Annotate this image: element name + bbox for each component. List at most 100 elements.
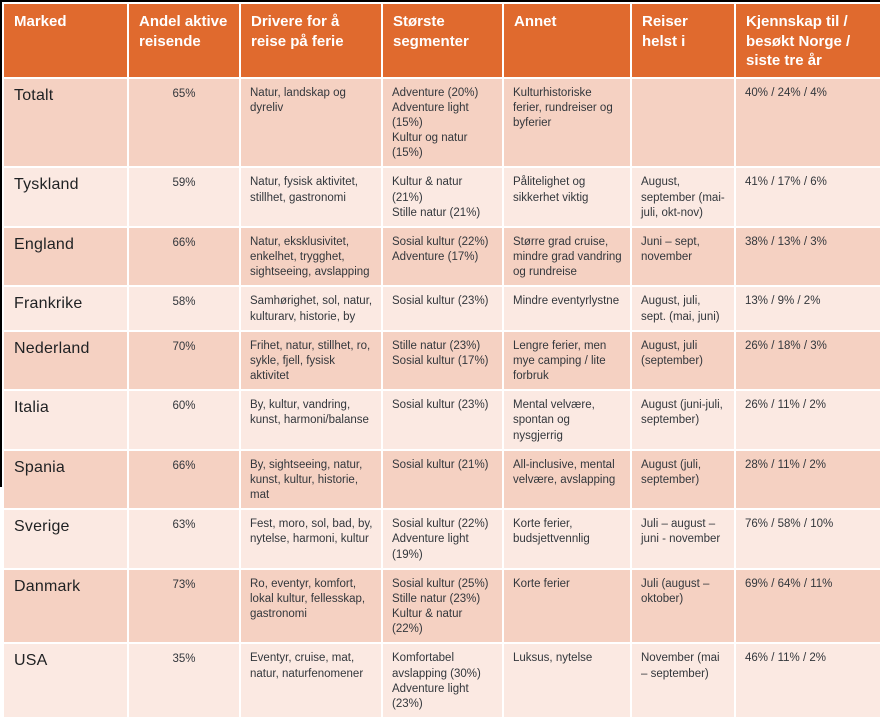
segments-cell: Sosial kultur (23%)	[383, 287, 502, 330]
segments-cell: Sosial kultur (21%)	[383, 450, 502, 509]
awareness-cell: 26% / 18% / 3%	[736, 331, 880, 390]
segments-cell: Kultur & natur (21%) Stille natur (21%)	[383, 168, 502, 226]
table-row: Totalt 65% Natur, landskap og dyreliv Adven…	[4, 78, 880, 167]
market-name-cell: Italia	[4, 391, 127, 449]
active-travellers-cell: 70%	[129, 331, 239, 390]
awareness-cell: 13% / 9% / 2%	[736, 287, 880, 330]
segments-cell: Komfortabel avslapping (30%) Adventure li…	[383, 644, 502, 718]
active-travellers-cell: 60%	[129, 391, 239, 449]
column-header-marked: Marked	[4, 4, 127, 77]
column-header-drivere: Drivere for å reise på ferie	[241, 4, 381, 77]
drivers-cell: Frihet, natur, stillhet, ro, sykle, fjel…	[241, 331, 381, 390]
drivers-cell: By, kultur, vandring, kunst, harmoni/bal…	[241, 391, 381, 449]
drivers-cell: Natur, eksklusivitet, enkelhet, trygghet…	[241, 227, 381, 286]
awareness-cell: 69% / 64% / 11%	[736, 569, 880, 643]
table-row: Tyskland 59% Natur, fysisk aktivitet, stil…	[4, 168, 880, 226]
active-travellers-cell: 65%	[129, 78, 239, 167]
active-travellers-cell: 59%	[129, 168, 239, 226]
segment-line: Stille natur (23%)	[392, 339, 481, 352]
segment-line: Kultur og natur (15%)	[392, 132, 468, 160]
active-travellers-cell: 58%	[129, 287, 239, 330]
drivers-cell: By, sightseeing, natur, kunst, kultur, h…	[241, 450, 381, 509]
other-cell: Korte ferier, budsjettvennlig	[504, 510, 630, 568]
segment-line: Sosial kultur (23%)	[392, 399, 489, 412]
column-header-segmenter: Største segmenter	[383, 4, 502, 77]
market-name-cell: Frankrike	[4, 287, 127, 330]
segment-line: Kultur & natur (22%)	[392, 608, 463, 636]
segment-line: Adventure (17%)	[392, 251, 479, 264]
market-name-cell: Spania	[4, 450, 127, 509]
table-row: Nederland 70% Frihet, natur, stillhet, ro,…	[4, 331, 880, 390]
segment-line: Adventure light (19%)	[392, 533, 469, 561]
table-row: Italia 60% By, kultur, vandring, kunst, ha…	[4, 391, 880, 449]
segments-cell: Sosial kultur (23%)	[383, 391, 502, 449]
segments-cell: Stille natur (23%) Sosial kultur (17%)	[383, 331, 502, 390]
other-cell: Lengre ferier, men mye camping / lite fo…	[504, 331, 630, 390]
segment-line: Stille natur (23%)	[392, 592, 481, 605]
segments-cell: Adventure (20%) Adventure light (15%) Kult…	[383, 78, 502, 167]
awareness-cell: 38% / 13% / 3%	[736, 227, 880, 286]
segments-cell: Sosial kultur (22%) Adventure light (19%)	[383, 510, 502, 568]
table-row: USA 35% Eventyr, cruise, mat, natur, natur…	[4, 644, 880, 718]
market-name-cell: Tyskland	[4, 168, 127, 226]
other-cell: Pålitelighet og sikkerhet viktig	[504, 168, 630, 226]
market-name-cell: Totalt	[4, 78, 127, 167]
awareness-cell: 41% / 17% / 6%	[736, 168, 880, 226]
travel-season-cell: November (mai – september)	[632, 644, 734, 718]
segment-line: Kultur & natur (21%)	[392, 176, 463, 204]
active-travellers-cell: 35%	[129, 644, 239, 718]
other-cell: Luksus, nytelse	[504, 644, 630, 718]
drivers-cell: Natur, fysisk aktivitet, stillhet, gastr…	[241, 168, 381, 226]
segment-line: Komfortabel avslapping (30%)	[392, 652, 481, 680]
active-travellers-cell: 66%	[129, 450, 239, 509]
table-row: Danmark 73% Ro, eventyr, komfort, lokal ku…	[4, 569, 880, 643]
other-cell: Kulturhistoriske ferier, rundreiser og b…	[504, 78, 630, 167]
active-travellers-cell: 63%	[129, 510, 239, 568]
segments-cell: Sosial kultur (25%) Stille natur (23%) Kul…	[383, 569, 502, 643]
table-row: England 66% Natur, eksklusivitet, enkelhet…	[4, 227, 880, 286]
segment-line: Stille natur (21%)	[392, 206, 481, 219]
travel-season-cell: August (juli, september)	[632, 450, 734, 509]
active-travellers-cell: 66%	[129, 227, 239, 286]
table-header: Marked Andel aktive reisende Drivere for…	[4, 4, 880, 77]
segment-line: Sosial kultur (23%)	[392, 295, 489, 308]
drivers-cell: Samhørighet, sol, natur, kulturarv, hist…	[241, 287, 381, 330]
segment-line: Sosial kultur (22%)	[392, 235, 489, 248]
segment-line: Adventure (20%)	[392, 86, 479, 99]
column-header-annet: Annet	[504, 4, 630, 77]
market-name-cell: England	[4, 227, 127, 286]
market-name-cell: Danmark	[4, 569, 127, 643]
travel-season-cell: August, september (mai-juli, okt-nov)	[632, 168, 734, 226]
market-name-cell: Sverige	[4, 510, 127, 568]
other-cell: All-inclusive, mental velvære, avslappin…	[504, 450, 630, 509]
segment-line: Sosial kultur (25%)	[392, 577, 489, 590]
other-cell: Større grad cruise, mindre grad vandring…	[504, 227, 630, 286]
active-travellers-cell: 73%	[129, 569, 239, 643]
travel-season-cell: August, juli, sept. (mai, juni)	[632, 287, 734, 330]
drivers-cell: Eventyr, cruise, mat, natur, naturfenome…	[241, 644, 381, 718]
travel-season-cell: Juli – august – juni - november	[632, 510, 734, 568]
segment-line: Sosial kultur (22%)	[392, 518, 489, 531]
table-body: Totalt 65% Natur, landskap og dyreliv Adven…	[4, 78, 880, 718]
other-cell: Mental velvære, spontan og nysgjerrig	[504, 391, 630, 449]
column-header-andel: Andel aktive reisende	[129, 4, 239, 77]
segment-line: Sosial kultur (17%)	[392, 354, 489, 367]
other-cell: Korte ferier	[504, 569, 630, 643]
segment-line: Sosial kultur (21%)	[392, 458, 489, 471]
travel-season-cell: Juli (august – oktober)	[632, 569, 734, 643]
drivers-cell: Fest, moro, sol, bad, by, nytelse, harmo…	[241, 510, 381, 568]
drivers-cell: Ro, eventyr, komfort, lokal kultur, fell…	[241, 569, 381, 643]
table-row: Sverige 63% Fest, moro, sol, bad, by, nyte…	[4, 510, 880, 568]
market-name-cell: Nederland	[4, 331, 127, 390]
awareness-cell: 40% / 24% / 4%	[736, 78, 880, 167]
travel-season-cell: Juni – sept, november	[632, 227, 734, 286]
travel-season-cell: August, juli (september)	[632, 331, 734, 390]
header-row: Marked Andel aktive reisende Drivere for…	[4, 4, 880, 77]
table-row: Spania 66% By, sightseeing, natur, kunst, …	[4, 450, 880, 509]
table-row: Frankrike 58% Samhørighet, sol, natur, kul…	[4, 287, 880, 330]
column-header-reiser: Reiser helst i	[632, 4, 734, 77]
segment-line: Adventure light (23%)	[392, 682, 469, 710]
travel-season-cell	[632, 78, 734, 167]
